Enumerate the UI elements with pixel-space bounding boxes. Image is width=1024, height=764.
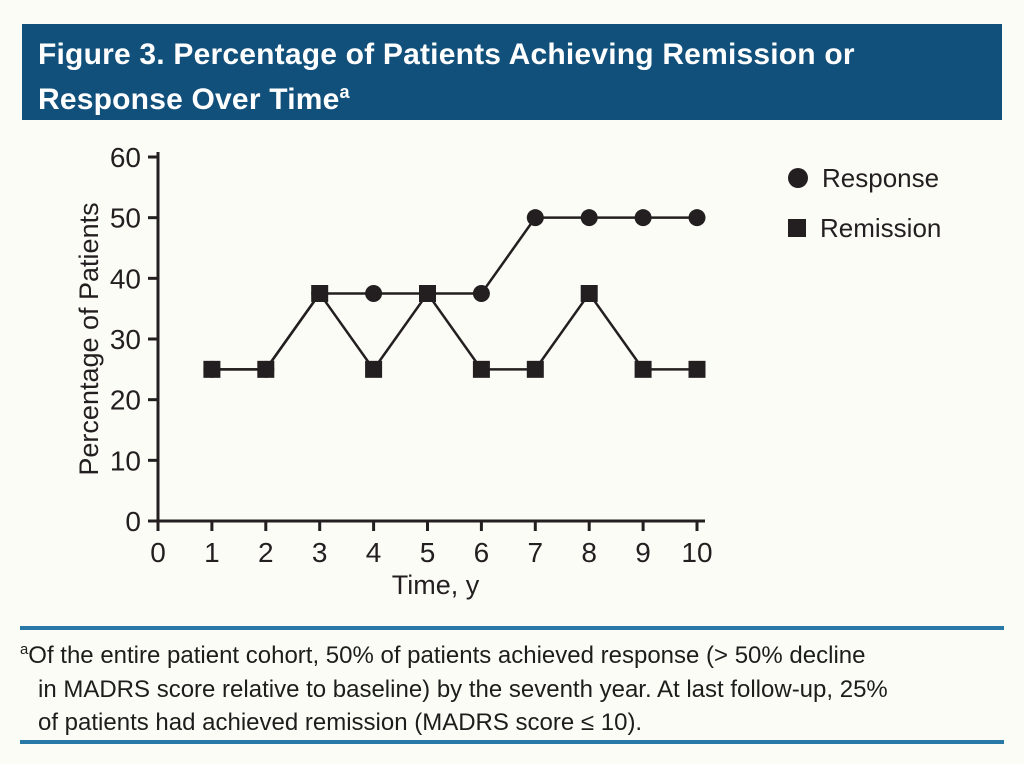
x-tick-label: 6: [474, 537, 490, 568]
footnote-line: aOf the entire patient cohort, 50% of pa…: [20, 642, 866, 669]
y-tick-label: 20: [110, 385, 141, 416]
response-marker: [365, 285, 383, 302]
y-axis-label: Percentage of Patients: [74, 202, 104, 475]
y-tick-label: 10: [110, 445, 141, 476]
x-tick-label: 2: [258, 537, 274, 568]
response-marker: [634, 209, 652, 227]
response-marker: [688, 209, 706, 227]
x-tick-label: 0: [150, 537, 166, 568]
x-tick-label: 3: [312, 537, 328, 568]
remission-marker: [634, 360, 652, 378]
remission-marker: [472, 360, 490, 378]
footnote-superscript: a: [20, 642, 29, 658]
remission-marker: [526, 360, 544, 378]
footnote-line: of patients had achieved remission (MADR…: [38, 709, 643, 736]
x-tick-label: 8: [581, 537, 597, 568]
x-tick-label: 10: [681, 537, 712, 568]
x-axis-label: Time, y: [392, 570, 480, 600]
y-tick-label: 60: [110, 142, 141, 173]
y-tick-label: 30: [110, 324, 141, 355]
remission-marker: [257, 360, 275, 378]
response-marker: [580, 209, 598, 227]
figure-title-superscript: a: [339, 82, 350, 102]
remission-response-line-chart: 0 10 20 30 40 50 60 0 1 2 3 4 5 6 7 8 9 10 Time, y Percenta…: [58, 132, 778, 612]
figure-title: Figure 3. Percentage of Patients Achievi…: [38, 32, 982, 122]
x-tick-label: 5: [420, 537, 436, 568]
response-series-line: [211, 216, 697, 371]
response-marker: [526, 209, 544, 227]
figure-title-line1: Figure 3. Percentage of Patients Achievi…: [38, 38, 855, 71]
remission-marker: [365, 360, 383, 378]
x-tick-label: 7: [528, 537, 544, 568]
figure-footnote: aOf the entire patient cohort, 50% of pa…: [20, 639, 1012, 740]
x-tick-label: 1: [204, 537, 220, 568]
legend-item-remission: Remission: [788, 208, 941, 248]
chart-legend: Response Remission: [788, 158, 941, 258]
legend-label-response: Response: [822, 162, 940, 193]
y-tick-label: 40: [110, 263, 141, 294]
remission-marker: [419, 285, 436, 302]
remission-marker: [311, 285, 329, 302]
remission-square-marker-icon: [788, 219, 806, 237]
remission-marker: [580, 285, 598, 302]
remission-marker: [688, 360, 706, 378]
y-tick-label: 50: [110, 203, 141, 234]
footnote-line: in MADRS score relative to baseline) by …: [38, 675, 888, 703]
legend-label-remission: Remission: [820, 212, 942, 243]
response-circle-marker-icon: [788, 168, 808, 188]
divider-rule-top: [20, 626, 1004, 630]
response-marker: [472, 285, 490, 302]
legend-item-response: Response: [788, 158, 941, 198]
line-chart-svg: 0 10 20 30 40 50 60 0 1 2 3 4 5 6 7 8 9 10 Time, y Percenta…: [74, 142, 713, 600]
y-tick-label: 0: [125, 506, 141, 537]
remission-marker: [203, 360, 221, 378]
remission-series-line: [211, 291, 697, 372]
divider-rule-bottom: [20, 740, 1004, 744]
figure-title-banner: Figure 3. Percentage of Patients Achievi…: [22, 24, 1002, 120]
x-tick-label: 4: [366, 537, 382, 568]
x-tick-label: 9: [635, 537, 651, 568]
figure-title-line2: Response Over Time: [38, 83, 340, 116]
